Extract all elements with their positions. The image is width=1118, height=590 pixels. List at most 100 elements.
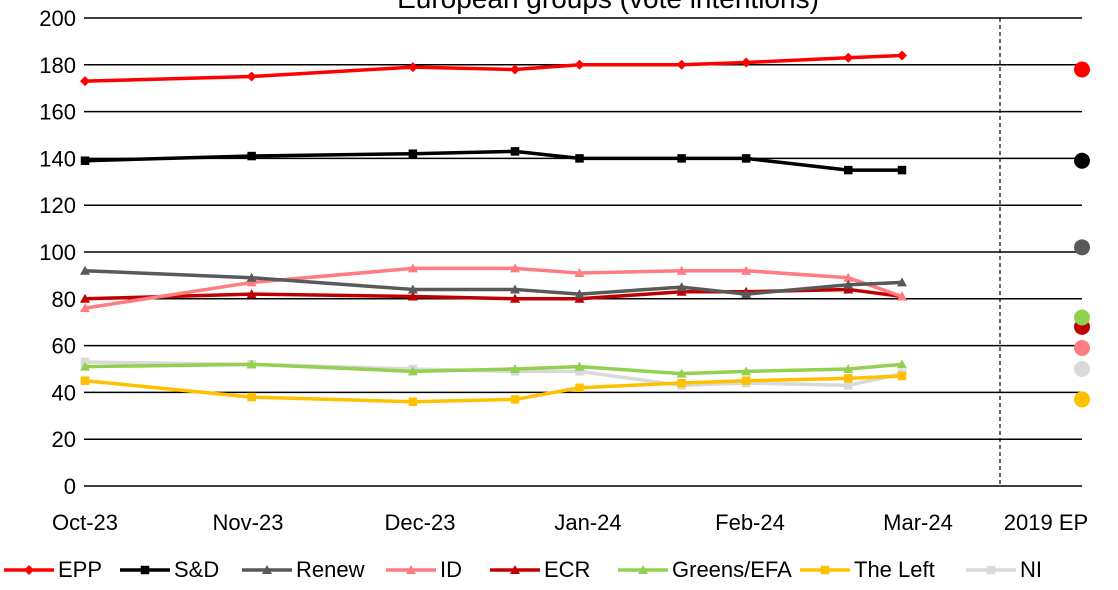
x-tick-label: Feb-24 [715, 510, 785, 535]
data-point [246, 272, 257, 282]
x-axis-tick-labels: Oct-23 Nov-23 Dec-23 Jan-24 Feb-24 Mar-24 2019… [52, 510, 1088, 535]
gridlines [84, 17, 1082, 487]
y-tick-label: 80 [52, 287, 76, 312]
legend-label: ECR [544, 557, 590, 582]
legend-item: The Left [800, 557, 935, 582]
y-tick-label: 160 [39, 100, 76, 125]
y-tick-label: 180 [39, 53, 76, 78]
y-axis-tick-labels: 0 20 40 60 80 100 120 140 160 180 200 [39, 6, 76, 499]
data-point [843, 364, 854, 373]
legend-marker [510, 565, 520, 574]
data-point [407, 366, 418, 376]
data-point [897, 291, 907, 301]
y-tick-label: 20 [52, 427, 76, 452]
series-ecr [80, 284, 907, 303]
x-tick-label: 2019 EP [1004, 510, 1088, 535]
data-point [246, 277, 257, 287]
data-point [676, 59, 687, 70]
series-epp [80, 50, 907, 87]
data-point [575, 154, 584, 163]
legend-item: NI [966, 557, 1042, 582]
y-tick-label: 0 [64, 474, 76, 499]
data-point [897, 50, 907, 61]
legend-label: EPP [58, 557, 102, 582]
y-tick-label: 200 [39, 6, 76, 31]
legend-marker [24, 565, 34, 575]
x-tick-label: Jan-24 [554, 510, 621, 535]
data-point [741, 289, 752, 299]
data-point [247, 392, 256, 402]
data-point [574, 268, 585, 278]
legend-label: ID [440, 557, 462, 582]
ep2019-point [1074, 152, 1090, 169]
data-point [247, 151, 256, 161]
data-point [897, 277, 907, 287]
legend-item: Renew [242, 557, 365, 582]
ep2019-point [1074, 339, 1090, 356]
data-point [408, 397, 418, 407]
data-point [897, 165, 907, 175]
data-point [844, 374, 853, 383]
x-tick-label: Oct-23 [52, 510, 118, 535]
data-point [741, 57, 752, 68]
chart-title: European groups (vote intentions) [397, 0, 819, 14]
data-point [741, 265, 752, 275]
data-point [897, 371, 907, 381]
data-point [80, 303, 90, 313]
data-point [575, 383, 584, 392]
data-point [80, 376, 90, 385]
series-line [84, 374, 903, 404]
data-point [510, 147, 520, 156]
legend-label: Greens/EFA [672, 557, 792, 582]
series-greens-efa [80, 359, 907, 378]
ep2019-reference-points [1074, 61, 1090, 408]
legend-label: S&D [174, 557, 219, 582]
y-tick-label: 140 [39, 146, 76, 171]
data-point [844, 165, 853, 175]
data-point [676, 282, 687, 292]
data-point [741, 154, 751, 163]
ep2019-point [1074, 61, 1090, 78]
series-renew [80, 265, 907, 299]
data-point [676, 368, 687, 378]
data-point [246, 71, 257, 82]
series-id [80, 263, 907, 313]
ep2019-point [1074, 391, 1090, 408]
plot-area [80, 50, 907, 407]
legend-marker [820, 565, 830, 575]
data-point [246, 289, 257, 299]
data-point [843, 279, 854, 289]
y-tick-label: 100 [39, 240, 76, 265]
series-ni [80, 357, 907, 390]
legend: EPP S&D Renew ID ECR Greens/EFA The Left NI [4, 557, 1042, 582]
data-point [408, 149, 418, 158]
legend-marker [262, 565, 272, 574]
data-point [574, 361, 585, 371]
x-tick-label: Dec-23 [385, 510, 456, 535]
data-point [574, 59, 585, 70]
legend-marker [406, 565, 416, 574]
data-point [407, 291, 418, 301]
legend-item: Greens/EFA [618, 557, 792, 582]
ep2019-point [1074, 239, 1090, 256]
data-point [676, 265, 687, 275]
legend-marker [986, 565, 996, 575]
series-line [84, 53, 903, 83]
data-point [80, 361, 90, 371]
data-point [843, 52, 854, 63]
legend-item: S&D [120, 557, 219, 582]
data-point [741, 376, 751, 385]
data-point [246, 359, 257, 369]
data-point [80, 293, 90, 303]
series-line [84, 149, 902, 172]
data-point [575, 367, 584, 376]
legend-label: Renew [296, 557, 365, 582]
data-point [80, 76, 90, 87]
data-point [407, 284, 418, 294]
data-point [510, 64, 520, 75]
legend-item: ID [386, 557, 462, 582]
data-point [741, 366, 752, 376]
data-point [574, 293, 585, 303]
data-point [80, 265, 90, 275]
